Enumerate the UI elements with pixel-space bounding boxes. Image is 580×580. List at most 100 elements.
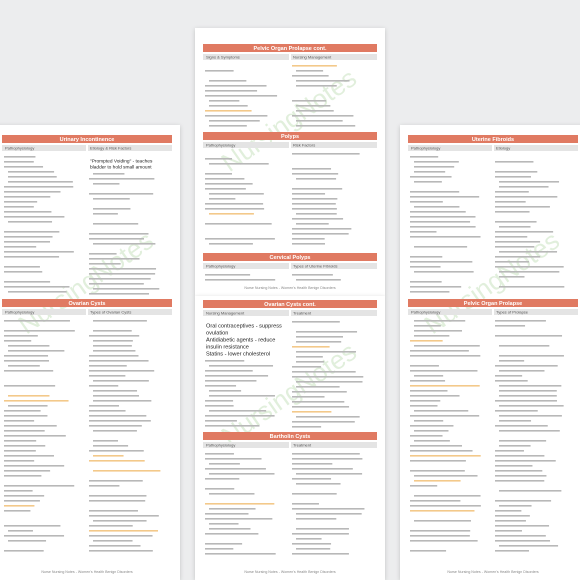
- page-sheet: [0, 125, 180, 580]
- text-line: [8, 540, 47, 542]
- section-title: Polyps: [281, 134, 299, 140]
- text-line: [89, 525, 133, 527]
- text-line: [495, 211, 530, 213]
- text-line: [4, 256, 60, 258]
- text-line: [410, 400, 441, 402]
- page-sheet: [195, 28, 385, 296]
- text-line: [4, 465, 65, 467]
- text-line: [292, 65, 337, 67]
- text-line: [292, 503, 319, 505]
- column-header: [203, 54, 289, 60]
- text-line: [410, 450, 473, 452]
- footer: Nurse Nursing Notes - Women's Health Ben…: [244, 286, 336, 290]
- text-line: [410, 405, 438, 407]
- text-line: [495, 400, 557, 402]
- text-line: [89, 510, 138, 512]
- text-line: [410, 291, 450, 293]
- section-header: [2, 135, 172, 143]
- text-line: [4, 440, 37, 442]
- text-line: [89, 233, 149, 235]
- text-line: [292, 508, 365, 510]
- text-line: [292, 233, 349, 235]
- text-line: [410, 201, 443, 203]
- text-line: [4, 320, 70, 322]
- column-header: [291, 310, 377, 316]
- text-line: [89, 283, 144, 285]
- column-title: Pathophysiology: [5, 145, 34, 150]
- text-line: [205, 279, 276, 281]
- text-line: [209, 120, 260, 122]
- text-line: [205, 375, 269, 377]
- text-line: [8, 530, 33, 532]
- text-line: [495, 241, 541, 243]
- text-line: [296, 361, 325, 363]
- text-line: [410, 380, 446, 382]
- text-line: [4, 330, 75, 332]
- text-line: [410, 191, 460, 193]
- text-line: [89, 273, 156, 275]
- text-line: [4, 450, 36, 452]
- text-line: [4, 500, 40, 502]
- text-line: [292, 243, 326, 245]
- column-title: Etiology & Risk Factors: [90, 145, 131, 150]
- text-line: [4, 535, 65, 537]
- column-header: [88, 145, 172, 151]
- text-line: [414, 246, 468, 248]
- column-title: Pathophysiology: [411, 145, 440, 150]
- text-line: [205, 183, 253, 185]
- column-header: [203, 263, 289, 269]
- text-line: [8, 176, 57, 178]
- column-title: Treatment: [293, 310, 312, 315]
- text-line: [495, 470, 543, 472]
- column-header: [291, 442, 377, 448]
- text-line: [296, 513, 362, 515]
- text-line: [4, 385, 56, 387]
- text-line: [410, 500, 461, 502]
- text-line: [4, 455, 54, 457]
- text-line: [495, 525, 550, 527]
- text-line: [93, 390, 138, 392]
- text-line: [4, 246, 37, 248]
- text-line: [209, 365, 274, 367]
- text-line: [8, 350, 65, 352]
- column-header: [494, 145, 578, 151]
- text-line: [89, 360, 149, 362]
- text-line: [93, 440, 119, 442]
- text-line: [205, 178, 245, 180]
- text-line: [205, 543, 243, 545]
- text-line: [292, 168, 332, 170]
- column-header: [2, 145, 86, 151]
- text-line: [495, 425, 548, 427]
- text-line: [205, 458, 262, 460]
- text-line: [93, 540, 133, 542]
- text-line: [495, 266, 564, 268]
- column-header: [494, 309, 578, 315]
- text-line: [410, 505, 481, 507]
- text-line: [292, 321, 340, 323]
- text-line: [4, 206, 34, 208]
- text-line: [93, 340, 133, 342]
- text-line: [205, 400, 234, 402]
- text-line: [205, 188, 246, 190]
- text-line: [495, 480, 545, 482]
- text-line: [292, 376, 364, 378]
- text-line: [296, 356, 323, 358]
- text-line: [499, 490, 562, 492]
- column-header: [291, 142, 377, 148]
- footer: Nurse Nursing Notes - Women's Health Ben…: [447, 570, 539, 574]
- text-line: [205, 238, 275, 240]
- column-header: [203, 442, 289, 448]
- text-line: [292, 533, 349, 535]
- text-line: [89, 335, 140, 337]
- text-line: [8, 365, 40, 367]
- text-line: [292, 208, 337, 210]
- text-line: [499, 545, 559, 547]
- text-line: [414, 480, 461, 482]
- text-line: [296, 70, 324, 72]
- text-line: [209, 395, 275, 397]
- text-line: [205, 385, 237, 387]
- text-line: [292, 188, 343, 190]
- text-line: [205, 415, 275, 417]
